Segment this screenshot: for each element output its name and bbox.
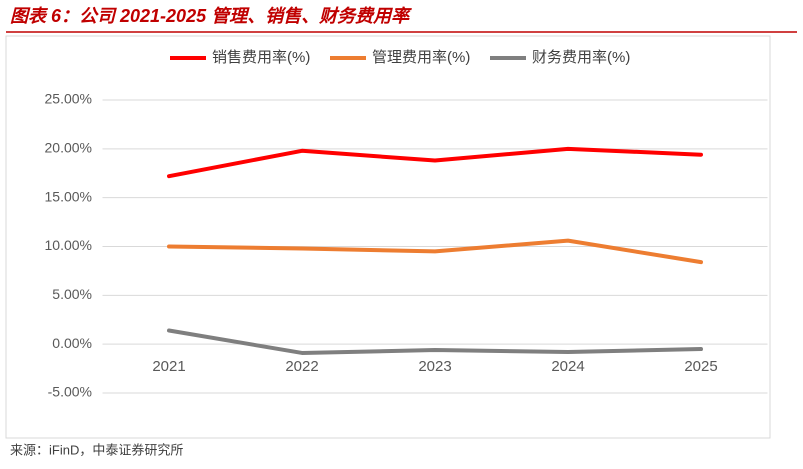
y-tick-label: 20.00% [45, 140, 92, 156]
y-tick-label: 15.00% [45, 188, 92, 204]
series-line [167, 146, 703, 179]
chart-frame [5, 35, 771, 439]
y-tick-label: 25.00% [45, 91, 92, 107]
x-tick-label: 2021 [152, 358, 185, 375]
chart: -5.00% 0.00% 5.00% 10.00% 15.00% 20.00% 25.00%… [45, 49, 768, 400]
legend-label: 管理费用率(%) [372, 49, 470, 66]
y-tick-label: -5.00% [48, 384, 92, 400]
x-tick-label: 2022 [285, 358, 318, 375]
y-tick-label: 10.00% [45, 237, 92, 253]
y-tick-label: 0.00% [52, 335, 92, 351]
page-title: 图表 6：公司 2021-2025 管理、销售、财务费用率 [10, 6, 412, 26]
series-line [167, 238, 703, 265]
x-tick-label: 2025 [684, 358, 717, 375]
x-tick-label: 2023 [418, 358, 451, 375]
legend-label: 财务费用率(%) [532, 49, 630, 66]
y-tick-label: 5.00% [52, 286, 92, 302]
legend-label: 销售费用率(%) [212, 49, 310, 66]
source-note: 来源：iFinD，中泰证券研究所 [10, 442, 183, 457]
series-line [167, 328, 703, 355]
x-tick-label: 2024 [551, 358, 584, 375]
